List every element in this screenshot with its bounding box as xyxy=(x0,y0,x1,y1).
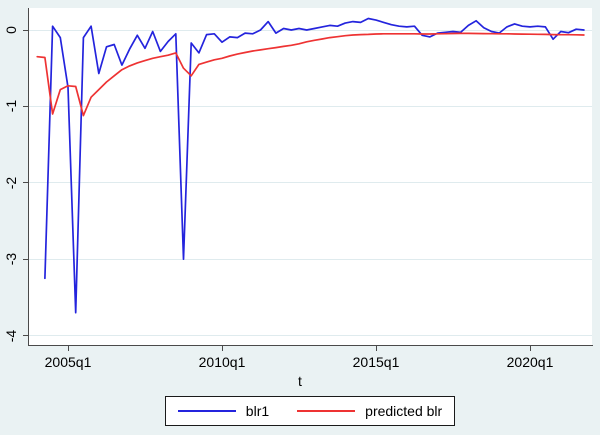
y-gridline xyxy=(29,105,592,107)
x-tick xyxy=(221,345,223,351)
x-axis-line xyxy=(28,345,593,346)
legend-label-blr1: blr1 xyxy=(245,403,270,419)
y-tick xyxy=(23,182,29,184)
x-axis-title: t xyxy=(298,373,302,389)
y-tick xyxy=(23,258,29,260)
y-tick xyxy=(23,29,29,31)
x-tick-label: 2020q1 xyxy=(506,354,554,370)
predicted-blr-line-swatch xyxy=(297,410,356,412)
x-tick-label: 2005q1 xyxy=(44,354,92,370)
x-tick-label: 2010q1 xyxy=(198,354,246,370)
x-tick xyxy=(529,345,531,351)
blr1-line xyxy=(44,17,585,314)
legend-item-blr1: blr1 xyxy=(177,403,270,419)
y-tick xyxy=(23,105,29,107)
y-axis-line xyxy=(28,8,29,345)
legend: blr1 predicted blr xyxy=(165,396,455,426)
x-tick-label: 2015q1 xyxy=(352,354,400,370)
y-tick xyxy=(23,335,29,337)
x-tick xyxy=(375,345,377,351)
y-gridline xyxy=(29,335,592,337)
legend-item-predicted-blr: predicted blr xyxy=(297,403,442,419)
predicted-blr-line xyxy=(36,32,585,117)
blr1-line-swatch xyxy=(177,410,236,412)
legend-label-predicted-blr: predicted blr xyxy=(365,403,443,419)
y-gridline xyxy=(29,258,592,260)
x-tick xyxy=(67,345,69,351)
y-gridline xyxy=(29,182,592,184)
